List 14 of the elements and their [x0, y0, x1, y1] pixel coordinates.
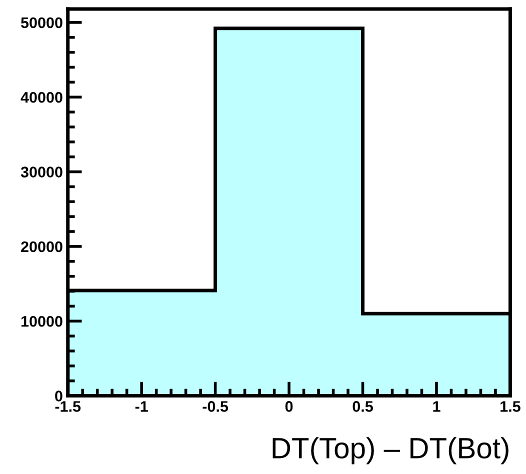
x-tick-label: -1.5 [55, 401, 81, 412]
y-tick-label: 10000 [21, 316, 62, 327]
y-tick-label: 0 [55, 390, 62, 402]
x-tick-label: 1.5 [500, 401, 520, 412]
y-tick-label: 20000 [21, 241, 62, 252]
x-tick-label: 1 [433, 401, 440, 412]
x-tick-label: 0.5 [352, 401, 373, 412]
x-tick-label: -1 [135, 401, 148, 412]
y-tick-label: 40000 [20, 92, 62, 103]
x-tick-label: 0 [285, 401, 293, 412]
x-tick-label: -0.5 [202, 401, 228, 412]
y-tick-label: 30000 [20, 166, 62, 178]
x-axis-title: DT(Top) – DT(Bot) [272, 437, 508, 464]
y-tick-label: 50000 [20, 17, 62, 28]
